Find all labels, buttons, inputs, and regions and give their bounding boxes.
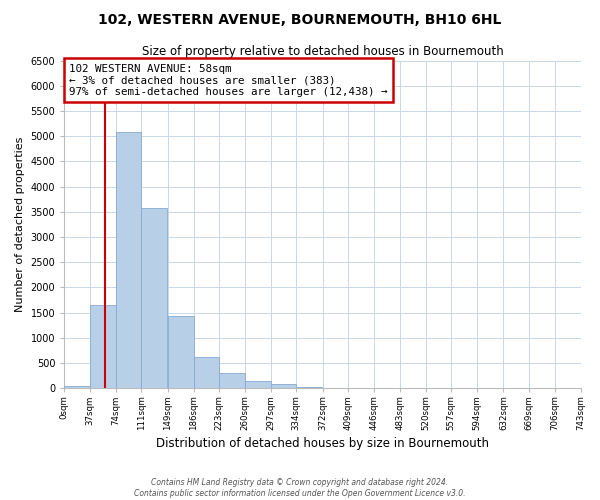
X-axis label: Distribution of detached houses by size in Bournemouth: Distribution of detached houses by size … bbox=[156, 437, 489, 450]
Bar bbox=[271, 384, 296, 388]
Bar bbox=[116, 132, 142, 388]
Bar bbox=[194, 357, 219, 388]
Text: 102, WESTERN AVENUE, BOURNEMOUTH, BH10 6HL: 102, WESTERN AVENUE, BOURNEMOUTH, BH10 6… bbox=[98, 12, 502, 26]
Bar bbox=[64, 386, 90, 388]
Bar bbox=[296, 386, 322, 388]
Bar bbox=[90, 305, 116, 388]
Bar bbox=[168, 316, 194, 388]
Y-axis label: Number of detached properties: Number of detached properties bbox=[15, 136, 25, 312]
Bar bbox=[219, 373, 245, 388]
Text: Contains HM Land Registry data © Crown copyright and database right 2024.
Contai: Contains HM Land Registry data © Crown c… bbox=[134, 478, 466, 498]
Bar bbox=[142, 208, 167, 388]
Bar bbox=[245, 381, 271, 388]
Text: 102 WESTERN AVENUE: 58sqm
← 3% of detached houses are smaller (383)
97% of semi-: 102 WESTERN AVENUE: 58sqm ← 3% of detach… bbox=[70, 64, 388, 97]
Title: Size of property relative to detached houses in Bournemouth: Size of property relative to detached ho… bbox=[142, 45, 503, 58]
